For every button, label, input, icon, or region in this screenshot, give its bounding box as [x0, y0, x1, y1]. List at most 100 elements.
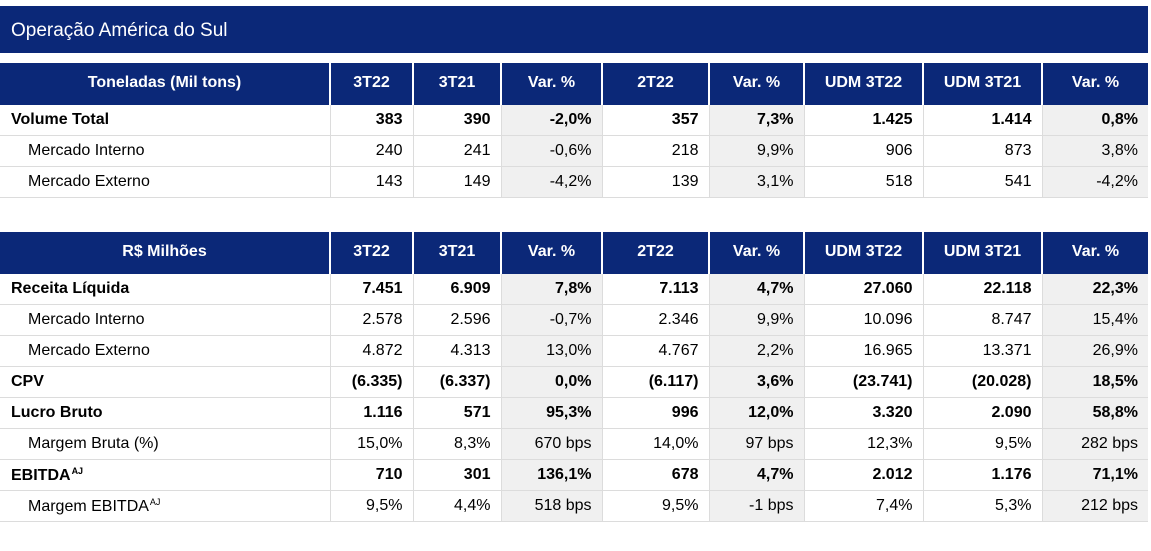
table-cell: -1 bps: [708, 490, 804, 522]
column-header: Var. %: [1041, 232, 1148, 273]
table-cell: 390: [412, 103, 501, 136]
table-cell: 541: [922, 166, 1042, 198]
row-label: Mercado Externo: [0, 335, 330, 367]
financials-table: R$ Milhões 3T22 3T21 Var. % 2T22 Var. % UDM 3T…: [0, 232, 1148, 522]
column-header: R$ Milhões: [0, 232, 330, 273]
table-cell: 14,0%: [601, 428, 709, 460]
table-row: Mercado Externo 4.872 4.313 13,0% 4.767 2,2% 1…: [0, 335, 1148, 367]
table-cell: 4,7%: [708, 459, 804, 491]
table-cell: 678: [601, 459, 709, 491]
column-header: UDM 3T21: [922, 232, 1042, 273]
row-label-text: Mercado Interno: [28, 142, 145, 159]
table-row: Margem EBITDAAJ 9,5% 4,4% 518 bps 9,5% -1 bps…: [0, 490, 1148, 522]
table-cell: 241: [412, 135, 501, 167]
column-header: 2T22: [601, 232, 709, 273]
table-cell: 7.113: [601, 272, 709, 305]
table-cell: (6.117): [601, 366, 709, 398]
table-cell: 0,0%: [500, 366, 602, 398]
table-cell: 518: [803, 166, 923, 198]
table-cell: 5,3%: [922, 490, 1042, 522]
table-cell: 10.096: [803, 304, 923, 336]
row-label-text: Margem EBITDA: [28, 497, 149, 515]
table-cell: 996: [601, 397, 709, 429]
table-cell: 12,3%: [803, 428, 923, 460]
table-cell: -2,0%: [500, 103, 602, 136]
table-cell: 710: [329, 459, 413, 491]
table-cell: 240: [329, 135, 413, 167]
table-cell: 2.596: [412, 304, 501, 336]
table-cell: 1.176: [922, 459, 1042, 491]
table-cell: 670 bps: [500, 428, 602, 460]
row-label-text: Mercado Externo: [28, 342, 150, 359]
column-header: Toneladas (Mil tons): [0, 63, 330, 104]
table-cell: 2.346: [601, 304, 709, 336]
row-label: Margem EBITDAAJ: [0, 490, 330, 522]
table-cell: 9,9%: [708, 304, 804, 336]
row-label-text: Lucro Bruto: [11, 404, 103, 421]
row-label: Mercado Interno: [0, 135, 330, 167]
table-cell: 7,3%: [708, 103, 804, 136]
table-cell: 58,8%: [1041, 397, 1148, 429]
row-label: Mercado Externo: [0, 166, 330, 198]
table-cell: 906: [803, 135, 923, 167]
table-cell: 873: [922, 135, 1042, 167]
table-cell: (20.028): [922, 366, 1042, 398]
row-label: Volume Total: [0, 103, 330, 136]
table-cell: 9,5%: [329, 490, 413, 522]
table-cell: 95,3%: [500, 397, 602, 429]
table-cell: 22,3%: [1041, 272, 1148, 305]
table-cell: -4,2%: [1041, 166, 1148, 198]
table-cell: 383: [329, 103, 413, 136]
table-cell: 97 bps: [708, 428, 804, 460]
table-cell: 9,9%: [708, 135, 804, 167]
column-header: 3T22: [329, 63, 413, 104]
table-cell: -0,6%: [500, 135, 602, 167]
table-row: Lucro Bruto 1.116 571 95,3% 996 12,0% 3.320 2.0…: [0, 397, 1148, 429]
table-cell: 301: [412, 459, 501, 491]
table-cell: 7,4%: [803, 490, 923, 522]
table-cell: 22.118: [922, 272, 1042, 305]
table-cell: 13.371: [922, 335, 1042, 367]
table-cell: 3,1%: [708, 166, 804, 198]
table-cell: 9,5%: [601, 490, 709, 522]
table-cell: 212 bps: [1041, 490, 1148, 522]
column-header: 3T21: [412, 232, 501, 273]
superscript-note: AJ: [149, 496, 161, 507]
table-cell: 12,0%: [708, 397, 804, 429]
column-header: Var. %: [708, 232, 804, 273]
table-cell: 1.425: [803, 103, 923, 136]
column-header: 3T21: [412, 63, 501, 104]
table-row: Receita Líquida 7.451 6.909 7,8% 7.113 4,7% 27…: [0, 272, 1148, 305]
table-cell: 4,4%: [412, 490, 501, 522]
row-label-text: Margem Bruta (%): [28, 435, 159, 452]
table-cell: 1.414: [922, 103, 1042, 136]
table-cell: 15,0%: [329, 428, 413, 460]
table-cell: 71,1%: [1041, 459, 1148, 491]
table-row: Margem Bruta (%) 15,0% 8,3% 670 bps 14,0% 97 …: [0, 428, 1148, 460]
row-label: Mercado Interno: [0, 304, 330, 336]
row-label-text: CPV: [11, 373, 44, 390]
superscript-note: AJ: [71, 465, 84, 476]
table-cell: 16.965: [803, 335, 923, 367]
table-cell: 149: [412, 166, 501, 198]
table-cell: 2.012: [803, 459, 923, 491]
table-cell: 4.767: [601, 335, 709, 367]
table-cell: 9,5%: [922, 428, 1042, 460]
column-header: Var. %: [708, 63, 804, 104]
table-row: CPV (6.335) (6.337) 0,0% (6.117) 3,6% (23.741)…: [0, 366, 1148, 398]
table-cell: 27.060: [803, 272, 923, 305]
column-header: Var. %: [500, 232, 602, 273]
table-cell: 4.872: [329, 335, 413, 367]
table-cell: -0,7%: [500, 304, 602, 336]
row-label-text: Volume Total: [11, 111, 110, 128]
table-row: Volume Total 383 390 -2,0% 357 7,3% 1.425 1.414…: [0, 103, 1148, 136]
row-label-text: EBITDA: [11, 466, 71, 484]
table-cell: 282 bps: [1041, 428, 1148, 460]
column-header: UDM 3T21: [922, 63, 1042, 104]
table-cell: 4,7%: [708, 272, 804, 305]
table-cell: 7.451: [329, 272, 413, 305]
column-header: Var. %: [500, 63, 602, 104]
table-cell: 6.909: [412, 272, 501, 305]
table-cell: 136,1%: [500, 459, 602, 491]
table-cell: 15,4%: [1041, 304, 1148, 336]
